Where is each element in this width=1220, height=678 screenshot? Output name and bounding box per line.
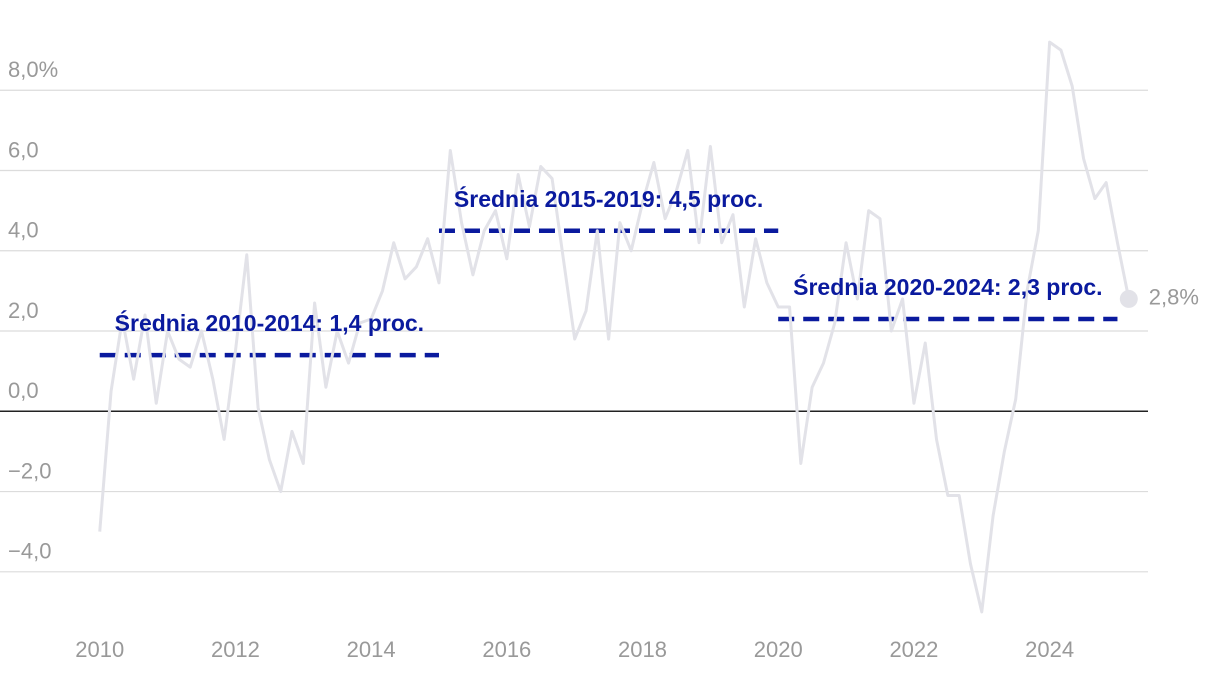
y-tick-label: −2,0 xyxy=(8,458,51,483)
end-point xyxy=(1119,289,1138,308)
y-tick-label: 8,0% xyxy=(8,57,58,82)
end-label: 2,8% xyxy=(1149,285,1199,310)
x-tick-label: 2020 xyxy=(754,637,803,662)
y-tick-label: 4,0 xyxy=(8,218,39,243)
average-label: Średnia 2015-2019: 4,5 proc. xyxy=(454,185,763,212)
y-tick-label: 0,0 xyxy=(8,378,39,403)
y-tick-label: −4,0 xyxy=(8,539,51,564)
x-tick-label: 2010 xyxy=(75,637,124,662)
data-line xyxy=(98,40,1131,614)
x-tick-label: 2014 xyxy=(347,637,396,662)
x-tick-label: 2022 xyxy=(889,637,938,662)
y-tick-label: 6,0 xyxy=(8,137,39,162)
x-tick-label: 2024 xyxy=(1025,637,1074,662)
x-tick-label: 2012 xyxy=(211,637,260,662)
x-tick-label: 2018 xyxy=(618,637,667,662)
average-label: Średnia 2020-2024: 2,3 proc. xyxy=(793,273,1102,300)
x-tick-label: 2016 xyxy=(482,637,531,662)
average-label: Średnia 2010-2014: 1,4 proc. xyxy=(115,309,424,336)
y-tick-label: 2,0 xyxy=(8,298,39,323)
